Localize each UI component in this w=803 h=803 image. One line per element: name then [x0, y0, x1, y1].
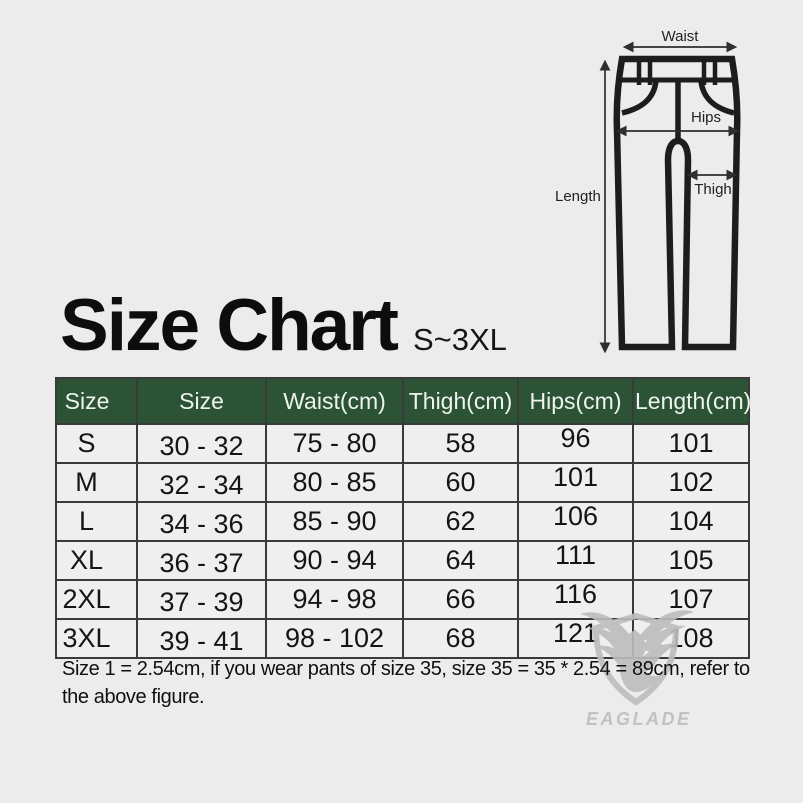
table-cell: 102 [668, 467, 714, 497]
table-cell: 34 - 36 [159, 509, 244, 539]
table-header-row: Size Size Waist(cm) Thigh(cm) Hips(cm) L… [55, 377, 751, 425]
table-cell: 37 - 39 [159, 587, 244, 617]
title-block: Size Chart S~3XL [60, 289, 507, 362]
table-cell: 36 - 37 [159, 548, 244, 578]
table-cell: 111 [554, 540, 597, 570]
pants-icon [599, 41, 741, 354]
table-row: 3XL 39 - 41 98 - 102 68 121 108 [55, 618, 750, 659]
table-cell: 105 [668, 545, 714, 575]
page-title: Size Chart [60, 285, 399, 366]
table-cell: M [75, 467, 98, 497]
thigh-label: Thigh [694, 181, 732, 198]
table-cell: 62 [445, 506, 476, 536]
column-header: Thigh(cm) [402, 377, 519, 425]
table-cell: 80 - 85 [292, 467, 377, 497]
brand-name: EAGLADE [586, 709, 692, 729]
table-cell: L [78, 506, 95, 536]
table-cell: 106 [552, 501, 599, 531]
measurement-arrows [599, 41, 740, 354]
pants-measurement-diagram: Waist Hips Thigh Length [555, 20, 803, 365]
table-cell: 107 [668, 584, 714, 614]
size-conversion-note: Size 1 = 2.54cm, if you wear pants of si… [62, 658, 750, 708]
table-cell: 58 [445, 428, 476, 458]
table-cell: 90 - 94 [292, 545, 377, 575]
column-header: Hips(cm) [517, 377, 634, 425]
table-cell: 68 [445, 623, 476, 653]
size-range-subtitle: S~3XL [412, 322, 507, 357]
table-row: 2XL 37 - 39 94 - 98 66 116 107 [55, 579, 750, 620]
table-cell: 64 [445, 545, 476, 575]
table-cell: 116 [553, 579, 598, 609]
hips-label: Hips [690, 109, 721, 126]
table-row: S 30 - 32 75 - 80 58 96 101 [55, 423, 750, 464]
column-header: Size [136, 377, 267, 425]
eagle-shield-watermark-icon [580, 610, 694, 706]
table-cell: 94 - 98 [292, 584, 377, 614]
table-row: M 32 - 34 80 - 85 60 101 102 [55, 462, 750, 503]
table-cell: XL [69, 545, 104, 575]
table-cell: 66 [445, 584, 476, 614]
table-cell: 2XL [62, 584, 111, 614]
pocket-lines [621, 80, 735, 116]
waist-label: Waist [661, 28, 699, 45]
table-cell: 32 - 34 [159, 470, 244, 500]
size-chart-table: Size Size Waist(cm) Thigh(cm) Hips(cm) L… [55, 377, 751, 659]
column-header: Length(cm) [632, 377, 751, 425]
table-cell: 96 [560, 423, 591, 453]
table-cell: S [77, 428, 96, 458]
table-cell: 101 [668, 428, 714, 458]
table-cell: 98 - 102 [284, 623, 385, 653]
table-row: XL 36 - 37 90 - 94 64 111 105 [55, 540, 750, 581]
table-cell: 3XL [62, 623, 111, 653]
table-cell: 101 [552, 462, 599, 492]
table-cell: 121 [552, 618, 599, 648]
table-row: L 34 - 36 85 - 90 62 106 104 [55, 501, 750, 542]
length-label: Length [555, 188, 601, 205]
table-cell: 39 - 41 [159, 626, 244, 656]
table-cell: 104 [668, 506, 714, 536]
table-cell: 85 - 90 [292, 506, 377, 536]
table-cell: 30 - 32 [159, 431, 244, 461]
belt-loops [636, 59, 718, 85]
table-cell: 60 [445, 467, 476, 497]
column-header: Waist(cm) [265, 377, 404, 425]
column-header: Size [55, 377, 138, 425]
table-cell: 75 - 80 [292, 428, 377, 458]
